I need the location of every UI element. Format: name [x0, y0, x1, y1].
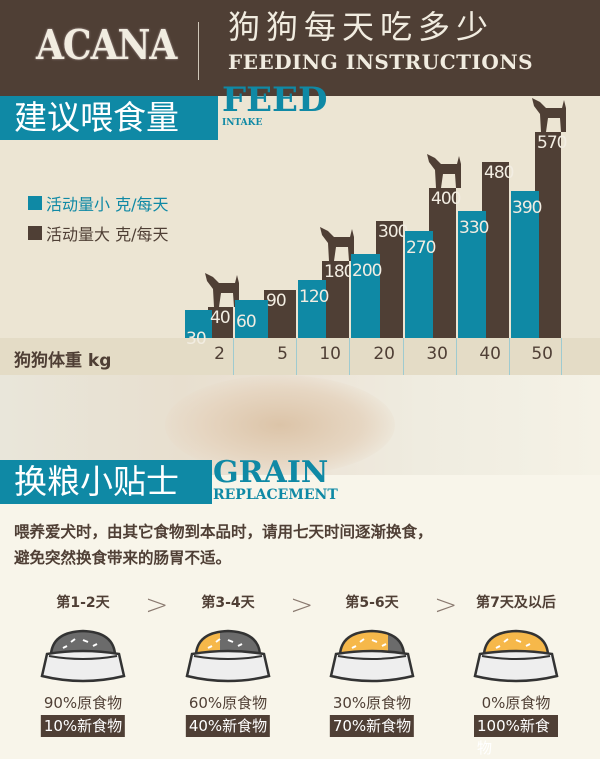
x-tick-label: 2 [214, 344, 225, 364]
data-label-high: 180 [324, 261, 354, 282]
grain-banner: 换粮小贴士 [0, 460, 212, 504]
dog-fur-image [165, 375, 395, 475]
x-tick-separator [561, 338, 562, 375]
food-bowl-icon [473, 629, 559, 683]
food-bowl-icon [40, 629, 126, 683]
bar-high-activity [322, 260, 349, 338]
feed-banner: 建议喂食量 [0, 96, 218, 140]
dog-silhouette-icon [204, 272, 239, 307]
original-food-ratio: 60%原食物 [188, 694, 268, 712]
arrow-right-icon: > [145, 588, 169, 621]
bar-low-activity [185, 310, 212, 338]
arrow-right-icon: > [434, 588, 458, 621]
x-tick-separator [403, 338, 404, 375]
bar-high-activity [264, 290, 296, 338]
bar-low-activity [351, 254, 380, 338]
bar-high-activity [535, 131, 561, 338]
dog-photo-background [0, 375, 600, 475]
food-bowl-icon [329, 629, 415, 683]
bar-high-activity [208, 306, 233, 338]
tips-text: 喂养爱犬时，由其它食物到本品时，请用七天时间逐渐换食， 避免突然换食带来的肠胃不… [14, 519, 433, 571]
title-cn: 狗狗每天吃多少 [228, 8, 495, 46]
data-label-low: 270 [406, 237, 436, 258]
data-label-low: 60 [236, 312, 257, 333]
title-en: FEEDING INSTRUCTIONS [228, 50, 534, 74]
x-tick-separator [349, 338, 350, 375]
dog-silhouette-icon [426, 154, 461, 188]
bar-high-activity [429, 188, 456, 338]
bar-high-activity [482, 161, 509, 338]
data-label-low: 120 [299, 287, 329, 308]
data-label-high: 480 [484, 162, 514, 183]
x-tick-label: 50 [531, 344, 553, 364]
data-label-high: 300 [378, 222, 408, 242]
data-label-high: 90 [266, 291, 287, 312]
legend-swatch [28, 196, 42, 210]
feed-banner-en-sub: INTAKE [222, 118, 263, 128]
data-label-high: 40 [210, 307, 231, 328]
tips-line: 喂养爱犬时，由其它食物到本品时，请用七天时间逐渐换食， [14, 523, 433, 541]
food-bowl-icon [185, 629, 271, 683]
bar-low-activity [458, 211, 486, 338]
new-food-ratio-badge: 70%新食物 [329, 715, 415, 737]
legend-label: 活动量大 克/每天 [46, 225, 169, 244]
x-tick-label: 40 [479, 344, 501, 364]
new-food-ratio-badge: 10%新食物 [40, 715, 126, 737]
x-axis-band [0, 338, 600, 375]
original-food-ratio: 0%原食物 [481, 694, 551, 712]
x-tick-label: 20 [373, 344, 395, 364]
bar-high-activity [376, 221, 403, 338]
step-label: 第1-2天 [56, 595, 110, 611]
step-label: 第3-4天 [201, 595, 255, 611]
acana-logo: ACANA [36, 20, 177, 70]
feed-banner-en: FEED [222, 80, 328, 120]
original-food-ratio: 30%原食物 [332, 694, 412, 712]
original-food-ratio: 90%原食物 [43, 694, 123, 712]
dog-silhouette-icon [319, 226, 354, 261]
grain-banner-en: GRAIN [213, 455, 329, 490]
x-tick-separator [296, 338, 297, 375]
dog-silhouette-icon [532, 97, 566, 132]
x-tick-separator [233, 338, 234, 375]
data-label-high: 400 [431, 189, 461, 209]
arrow-right-icon: > [290, 588, 314, 621]
new-food-ratio-badge: 100%新食物 [474, 715, 558, 757]
header: ACANA 狗狗每天吃多少 FEEDING INSTRUCTIONS [0, 0, 600, 96]
new-food-ratio-badge: 40%新食物 [185, 715, 271, 737]
bar-low-activity [235, 300, 268, 338]
legend-item-low: 活动量小 克/每天 [28, 188, 168, 218]
x-tick-separator [456, 338, 457, 375]
x-tick-label: 5 [277, 344, 288, 364]
bar-low-activity [298, 280, 326, 338]
bar-low-activity [511, 191, 539, 338]
legend-label: 活动量小 克/每天 [46, 195, 169, 214]
data-label-low: 30 [186, 328, 207, 349]
x-tick-label: 10 [319, 344, 341, 364]
step-label: 第5-6天 [345, 595, 399, 611]
data-label-low: 200 [352, 261, 382, 281]
data-label-high: 570 [537, 132, 567, 153]
data-label-low: 390 [512, 198, 542, 219]
x-tick-label: 30 [426, 344, 448, 364]
step-label: 第7天及以后 [476, 595, 556, 611]
legend-swatch [28, 226, 42, 240]
x-axis-label: 狗狗体重 kg [14, 351, 112, 371]
chart-legend: 活动量小 克/每天 活动量大 克/每天 [28, 188, 168, 248]
legend-item-high: 活动量大 克/每天 [28, 218, 168, 248]
grain-banner-en-sub: REPLACEMENT [213, 487, 338, 503]
header-divider [198, 22, 199, 80]
data-label-low: 330 [459, 218, 489, 239]
x-tick-separator [509, 338, 510, 375]
bar-low-activity [405, 230, 433, 338]
tips-line: 避免突然换食带来的肠胃不适。 [14, 549, 232, 567]
